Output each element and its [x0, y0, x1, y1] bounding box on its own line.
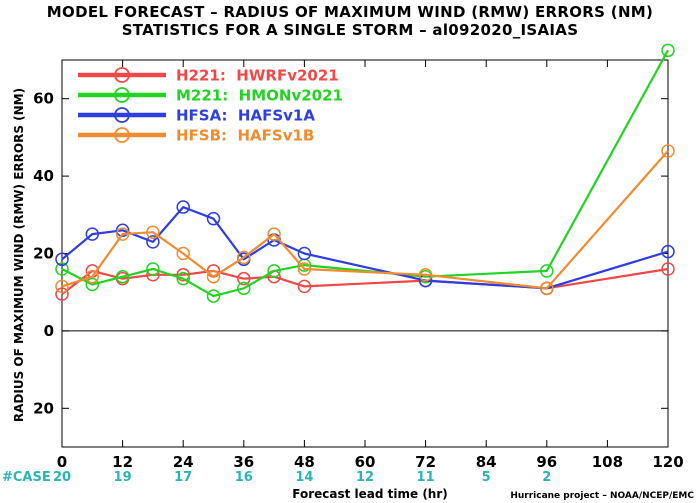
series-lines	[55, 43, 675, 303]
series-line	[61, 49, 669, 298]
data-point	[115, 223, 130, 238]
y-tick-label: 60	[33, 90, 54, 108]
data-point	[176, 200, 190, 214]
legend-entry: HFSA: HAFSv1A	[78, 107, 315, 125]
x-tick-label: 36	[233, 453, 254, 471]
data-point	[237, 271, 251, 286]
data-point	[540, 264, 554, 278]
y-tick-label: 40	[33, 167, 54, 185]
data-point	[297, 262, 312, 276]
case-row-label: #CASE	[2, 470, 51, 485]
y-axis-label: RADIUS OF MAXIMUM WIND (RMW) ERRORS (NM)	[12, 88, 26, 422]
data-point	[297, 246, 312, 261]
x-tick-label: 0	[57, 453, 67, 471]
x-tick-label: 24	[173, 453, 194, 471]
data-point	[85, 227, 100, 241]
series-line	[61, 150, 669, 290]
data-point	[206, 211, 221, 226]
x-tick-label: 48	[294, 453, 315, 471]
credit-text: Hurricane project – NOAA/NCEP/EMC	[510, 491, 694, 501]
legend-marker	[114, 107, 130, 123]
data-point	[176, 271, 190, 286]
x-axis-label: Forecast lead time (hr)	[292, 487, 448, 501]
data-point	[661, 43, 675, 58]
data-point	[146, 235, 160, 249]
case-count: 5	[482, 470, 491, 485]
data-point	[176, 268, 190, 282]
legend-label: HFSA: HAFSv1A	[176, 107, 315, 125]
data-point	[237, 250, 251, 265]
x-tick-label: 72	[415, 453, 436, 471]
data-point	[297, 279, 312, 294]
legend-label: H221: HWRFv2021	[176, 67, 339, 85]
x-axis: 0 12 24 36 48 60 72 84 96 108 120	[57, 60, 684, 471]
data-point	[661, 262, 675, 276]
legend-entry: H221: HWRFv2021	[78, 67, 339, 85]
case-count: 2	[542, 470, 551, 485]
series-0	[55, 262, 675, 301]
y-tick-label: 20	[33, 399, 54, 417]
data-point	[55, 287, 69, 301]
y-tick-label: 20	[33, 245, 54, 263]
chart-subtitle: STATISTICS FOR A SINGLE STORM – al092020…	[122, 21, 579, 39]
data-point	[206, 289, 221, 303]
data-point	[267, 264, 281, 278]
data-point	[176, 246, 190, 261]
case-count-row: #CASE 20 19 17 16 14 12 11 5 2	[2, 470, 551, 485]
legend-marker	[114, 67, 130, 83]
case-count: 19	[114, 470, 132, 485]
data-point	[661, 144, 675, 158]
legend-marker	[114, 127, 130, 143]
data-point	[267, 227, 281, 241]
data-point	[418, 268, 433, 282]
legend-entry: HFSB: HAFSv1B	[78, 127, 314, 145]
x-tick-label: 84	[476, 453, 497, 471]
series-3	[55, 144, 675, 296]
data-point	[85, 269, 100, 284]
data-point	[115, 227, 130, 241]
legend-marker	[114, 87, 130, 103]
x-tick-label: 60	[355, 453, 376, 471]
legend-entry: M221: HMONv2021	[78, 87, 343, 105]
data-point	[55, 252, 69, 267]
chart-title: MODEL FORECAST – RADIUS OF MAXIMUM WIND …	[47, 3, 653, 21]
x-tick-label: 108	[592, 453, 623, 471]
series-1	[55, 43, 675, 303]
legend-label: HFSB: HAFSv1B	[176, 127, 314, 145]
y-tick-label: 0	[44, 322, 54, 340]
data-point	[85, 277, 100, 292]
case-count: 20	[53, 470, 71, 485]
data-point	[661, 244, 675, 259]
case-count: 17	[174, 470, 192, 485]
x-tick-label: 120	[652, 453, 683, 471]
data-point	[55, 279, 69, 294]
data-point	[146, 225, 160, 239]
y-axis: 20 0 20 40 60	[33, 90, 668, 417]
data-point	[206, 269, 221, 284]
data-point	[237, 281, 251, 296]
data-point	[540, 281, 554, 296]
case-count: 11	[417, 470, 435, 485]
x-tick-label: 12	[112, 453, 133, 471]
data-point	[146, 262, 160, 276]
case-count: 12	[356, 470, 374, 485]
data-point	[55, 262, 69, 276]
data-point	[115, 269, 130, 284]
x-tick-label: 96	[536, 453, 557, 471]
legend: H221: HWRFv2021 M221: HMONv2021 HFSA: HAFS…	[78, 67, 343, 145]
case-count: 14	[295, 470, 313, 485]
case-count: 16	[235, 470, 253, 485]
legend-label: M221: HMONv2021	[176, 87, 343, 105]
